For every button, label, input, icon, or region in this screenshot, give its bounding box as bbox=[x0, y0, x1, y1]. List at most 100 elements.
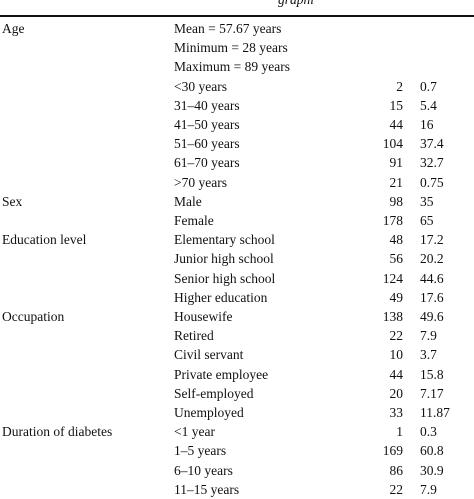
percent-cell: 37.4 bbox=[420, 136, 444, 152]
percent-cell: 3.7 bbox=[420, 347, 437, 363]
percent-cell: 7.9 bbox=[420, 328, 437, 344]
percent-cell: 15.8 bbox=[420, 366, 444, 382]
percent-cell: 32.7 bbox=[420, 155, 444, 171]
item-cell: >70 years bbox=[174, 174, 227, 190]
percent-cell: 5.4 bbox=[420, 97, 437, 113]
percent-cell: 16 bbox=[420, 117, 434, 132]
count-cell: 33 bbox=[389, 405, 404, 420]
count-cell: 104 bbox=[382, 136, 403, 152]
item-cell: Female bbox=[174, 213, 214, 228]
count-cell: 98 bbox=[389, 193, 404, 209]
table-top-rule bbox=[0, 15, 474, 17]
table-row: 1–5 years 169 60.8 bbox=[0, 441, 474, 460]
table-row: Private employee 44 15.8 bbox=[0, 365, 474, 384]
category-cell: Duration of diabetes bbox=[2, 424, 113, 440]
percent-cell: 11.87 bbox=[420, 405, 450, 420]
table-row: 6–10 years 86 30.9 bbox=[0, 461, 474, 480]
item-cell: 61–70 years bbox=[174, 155, 240, 171]
table-row: Education level Elementary school 48 17.2 bbox=[0, 230, 474, 249]
table-row: Sex Male 98 35 bbox=[0, 192, 474, 211]
item-cell: Junior high school bbox=[174, 251, 274, 267]
item-cell: Maximum = 89 years bbox=[174, 59, 290, 75]
percent-cell: 49.6 bbox=[420, 309, 444, 324]
table-row: 41–50 years 44 16 bbox=[0, 115, 474, 134]
count-cell: 91 bbox=[389, 155, 404, 171]
table-row: Higher education 49 17.6 bbox=[0, 288, 474, 307]
item-cell: 11–15 years bbox=[174, 481, 240, 497]
percent-cell: 0.7 bbox=[420, 78, 437, 94]
percent-cell: 35 bbox=[420, 193, 434, 209]
item-cell: 41–50 years bbox=[174, 117, 240, 132]
percent-cell: 0.75 bbox=[420, 174, 444, 190]
percent-cell: 20.2 bbox=[420, 251, 444, 267]
percent-cell: 7.17 bbox=[420, 385, 444, 401]
item-cell: Higher education bbox=[174, 289, 268, 305]
table-row: >70 years 21 0.75 bbox=[0, 173, 474, 192]
table-row: Occupation Housewife 138 49.6 bbox=[0, 307, 474, 326]
item-cell: Self-employed bbox=[174, 385, 254, 401]
count-cell: 2 bbox=[396, 78, 403, 94]
count-cell: 49 bbox=[389, 289, 404, 305]
percent-cell: 7.9 bbox=[420, 481, 437, 497]
count-cell: 22 bbox=[389, 328, 404, 344]
table-row: Self-employed 20 7.17 bbox=[0, 384, 474, 403]
count-cell: 20 bbox=[389, 385, 404, 401]
table-row: 11–15 years 22 7.9 bbox=[0, 480, 474, 499]
table-row: Duration of diabetes <1 year 1 0.3 bbox=[0, 422, 474, 441]
percent-cell: 60.8 bbox=[420, 443, 444, 459]
count-cell: 21 bbox=[389, 174, 404, 190]
item-cell: Civil servant bbox=[174, 347, 244, 363]
percent-cell: 0.3 bbox=[420, 424, 437, 440]
table-row: Junior high school 56 20.2 bbox=[0, 249, 474, 268]
count-cell: 44 bbox=[389, 366, 404, 382]
table-row: Female 178 65 bbox=[0, 211, 474, 230]
item-cell: Mean = 57.67 years bbox=[174, 21, 282, 36]
table-row: Retired 22 7.9 bbox=[0, 326, 474, 345]
table-title: graphi bbox=[278, 0, 314, 8]
count-cell: 178 bbox=[382, 213, 403, 228]
table-row: Civil servant 10 3.7 bbox=[0, 345, 474, 364]
table-row: 51–60 years 104 37.4 bbox=[0, 134, 474, 153]
count-cell: 169 bbox=[382, 443, 403, 459]
count-cell: 138 bbox=[382, 309, 403, 324]
item-cell: Minimum = 28 years bbox=[174, 40, 288, 56]
table-row: Maximum = 89 years bbox=[0, 57, 474, 76]
table-row: Unemployed 33 11.87 bbox=[0, 403, 474, 422]
category-cell: Occupation bbox=[2, 309, 65, 324]
percent-cell: 44.6 bbox=[420, 270, 444, 286]
item-cell: Unemployed bbox=[174, 405, 244, 420]
percent-cell: 17.6 bbox=[420, 289, 444, 305]
item-cell: 6–10 years bbox=[174, 462, 233, 478]
table-row: <30 years 2 0.7 bbox=[0, 77, 474, 96]
count-cell: 86 bbox=[389, 462, 404, 478]
count-cell: 22 bbox=[389, 481, 404, 497]
item-cell: Housewife bbox=[174, 309, 233, 324]
count-cell: 124 bbox=[382, 270, 403, 286]
percent-cell: 17.2 bbox=[420, 232, 444, 248]
table-row: 61–70 years 91 32.7 bbox=[0, 153, 474, 172]
table-row: 31–40 years 15 5.4 bbox=[0, 96, 474, 115]
item-cell: Private employee bbox=[174, 366, 269, 382]
count-cell: 1 bbox=[396, 424, 403, 440]
item-cell: Senior high school bbox=[174, 270, 276, 286]
table-row: Minimum = 28 years bbox=[0, 38, 474, 57]
count-cell: 15 bbox=[389, 97, 404, 113]
count-cell: 10 bbox=[389, 347, 404, 363]
category-cell: Education level bbox=[2, 232, 87, 248]
table-row: Age Mean = 57.67 years bbox=[0, 19, 474, 38]
item-cell: Male bbox=[174, 193, 202, 209]
item-cell: 51–60 years bbox=[174, 136, 240, 152]
percent-cell: 30.9 bbox=[420, 462, 444, 478]
item-cell: 31–40 years bbox=[174, 97, 240, 113]
item-cell: <30 years bbox=[174, 78, 227, 94]
count-cell: 48 bbox=[389, 232, 404, 248]
item-cell: Elementary school bbox=[174, 232, 275, 248]
item-cell: <1 year bbox=[174, 424, 215, 440]
count-cell: 44 bbox=[389, 117, 404, 132]
category-cell: Age bbox=[2, 21, 25, 36]
percent-cell: 65 bbox=[420, 213, 434, 228]
table-row: Senior high school 124 44.6 bbox=[0, 269, 474, 288]
item-cell: Retired bbox=[174, 328, 214, 344]
count-cell: 56 bbox=[389, 251, 404, 267]
table-title-clip: graphi bbox=[0, 0, 474, 15]
